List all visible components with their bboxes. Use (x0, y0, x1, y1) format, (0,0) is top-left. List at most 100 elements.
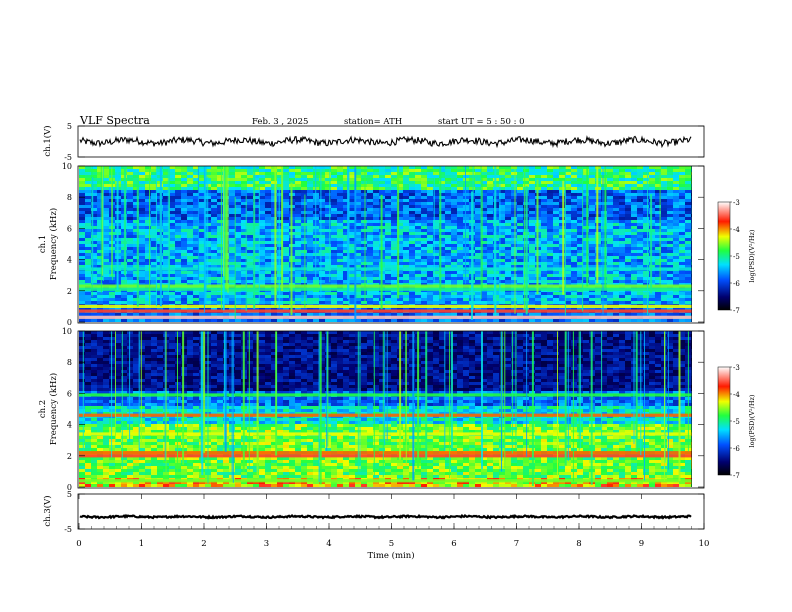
spectrogram-cell (133, 241, 139, 244)
spectrogram-cell (607, 223, 613, 226)
spectrogram-cell (517, 238, 523, 241)
spectrogram-cell (565, 307, 571, 310)
spectrogram-cell (337, 208, 343, 211)
spectrogram-cell (367, 217, 373, 220)
spectrogram-cell (583, 217, 589, 220)
spectrogram-cell (511, 277, 517, 280)
spectrogram-cell (325, 178, 331, 181)
spectrogram-cell (421, 232, 427, 235)
spectrogram-cell (499, 199, 505, 202)
spectrogram-cell (349, 307, 355, 310)
spectrogram-cell (559, 247, 565, 250)
spectrogram-cell (187, 229, 193, 232)
spectrogram-cell (445, 202, 451, 205)
spectrogram-cell (439, 298, 445, 301)
spectrogram-cell (643, 238, 649, 241)
spectrogram-cell (535, 295, 541, 298)
spectrogram-cell (499, 166, 505, 169)
spectrogram-cell (361, 259, 367, 262)
spectrogram-cell (433, 166, 439, 169)
spectrogram-cell (391, 262, 397, 265)
spectrogram-cell (517, 283, 523, 286)
spectrogram-cell (607, 226, 613, 229)
spectrogram-cell (151, 169, 157, 172)
spectrogram-cell (451, 280, 457, 283)
spectrogram-cell (403, 280, 409, 283)
spectrogram-cell (283, 259, 289, 262)
spectrogram-cell (505, 196, 511, 199)
spectrogram-cell (565, 172, 571, 175)
spectrogram-cell (589, 226, 595, 229)
spectrogram-cell (547, 178, 553, 181)
spectrogram-cell (523, 166, 529, 169)
spectrogram-cell (529, 295, 535, 298)
spectrogram-cell (103, 211, 109, 214)
spectrogram-cell (295, 226, 301, 229)
spectrogram-cell (439, 253, 445, 256)
spectrogram-cell (331, 250, 337, 253)
spectrogram-cell (229, 217, 235, 220)
spectrogram-cell (343, 187, 349, 190)
spectrogram-cell (151, 301, 157, 304)
spectrogram-cell (505, 214, 511, 217)
spectrogram-cell (397, 208, 403, 211)
spectrogram-cell (325, 187, 331, 190)
spectrogram-cell (571, 172, 577, 175)
spectrogram-cell (211, 193, 217, 196)
spectrogram-cell (205, 169, 211, 172)
spectrogram-cell (295, 220, 301, 223)
spectrogram-cell (607, 184, 613, 187)
spectrogram-cell (259, 214, 265, 217)
spectrogram-cell (253, 238, 259, 241)
spectrogram-cell (187, 313, 193, 316)
spectrogram-cell (199, 199, 205, 202)
spectrogram-cell (151, 271, 157, 274)
spectrogram-cell (229, 253, 235, 256)
spectrogram-cell (553, 298, 559, 301)
spectrogram-cell (385, 202, 391, 205)
spectrogram-cell (157, 319, 163, 322)
spectrogram-cell (397, 193, 403, 196)
spectrogram-cell (613, 181, 619, 184)
spectrogram-cell (631, 229, 637, 232)
spectrogram-cell (487, 211, 493, 214)
spectrogram-cell (79, 271, 85, 274)
spectrogram-cell (553, 250, 559, 253)
spectrogram-cell (277, 262, 283, 265)
spectrogram-cell (613, 184, 619, 187)
spectrogram-cell (127, 208, 133, 211)
spectrogram-cell (439, 259, 445, 262)
spectrogram-cell (511, 235, 517, 238)
spectrogram-cell (265, 208, 271, 211)
spectrogram-cell (361, 175, 367, 178)
spectrogram-cell (253, 241, 259, 244)
spectrogram-cell (283, 190, 289, 193)
spectrogram-cell (193, 235, 199, 238)
spectrogram-cell (97, 265, 103, 268)
spectrogram-cell (133, 223, 139, 226)
spectrogram-cell (451, 211, 457, 214)
spectrogram-cell (109, 283, 115, 286)
spectrogram-cell (421, 181, 427, 184)
spectrogram-cell (145, 292, 151, 295)
spectrogram-cell (199, 277, 205, 280)
spectrogram-cell (97, 244, 103, 247)
spectrogram-cell (91, 238, 97, 241)
spectrogram-cell (625, 181, 631, 184)
spectrogram-cell (475, 280, 481, 283)
spectrogram-cell (625, 178, 631, 181)
spectrogram-cell (475, 259, 481, 262)
spectrogram-cell (487, 241, 493, 244)
spectrogram-cell (211, 274, 217, 277)
spectrogram-cell (385, 256, 391, 259)
spectrogram-cell (421, 175, 427, 178)
spectrogram-cell (265, 211, 271, 214)
spectrogram-cell (487, 313, 493, 316)
spectrogram-cell (211, 319, 217, 322)
spectrogram-cell (547, 307, 553, 310)
spectrogram-cell (169, 319, 175, 322)
spectrogram-cell (367, 196, 373, 199)
spectrogram-cell (223, 295, 229, 298)
spectrogram-cell (175, 259, 181, 262)
spectrogram-cell (229, 277, 235, 280)
